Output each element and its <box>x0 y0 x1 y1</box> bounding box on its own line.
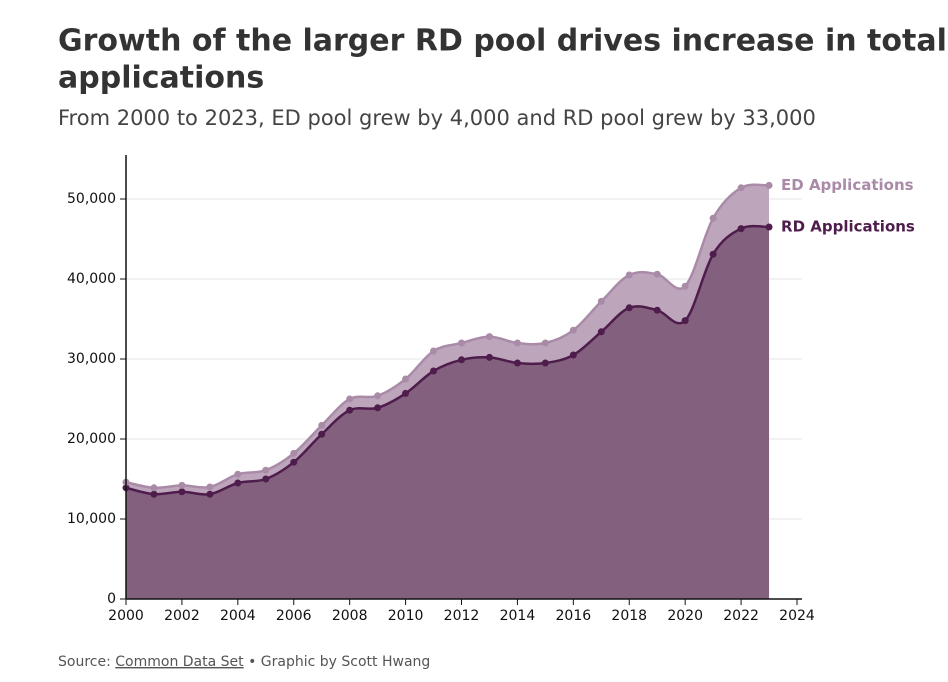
point <box>485 353 493 361</box>
x-tick-label: 2020 <box>667 608 703 624</box>
point <box>374 392 382 400</box>
point <box>318 430 326 438</box>
point <box>206 483 214 491</box>
point <box>541 339 549 347</box>
y-tick-label: 20,000 <box>67 431 116 447</box>
point <box>569 351 577 359</box>
y-tick-label: 50,000 <box>67 191 116 207</box>
point <box>318 421 326 429</box>
point <box>262 475 270 483</box>
x-tick-label: 2016 <box>556 608 592 624</box>
point <box>430 347 438 355</box>
source: Source: Common Data Set • Graphic by Sco… <box>58 654 430 670</box>
y-tick-label: 40,000 <box>67 271 116 287</box>
point <box>541 359 549 367</box>
point <box>150 484 158 492</box>
y-tick-label: 10,000 <box>67 511 116 527</box>
series-label: RD Applications <box>781 218 915 236</box>
point <box>569 326 577 334</box>
area <box>126 226 770 600</box>
point <box>290 449 298 457</box>
point <box>485 333 493 341</box>
point <box>430 367 438 375</box>
point <box>737 225 745 233</box>
point <box>513 339 521 347</box>
point <box>737 184 745 192</box>
point <box>402 375 410 383</box>
point <box>290 458 298 466</box>
point <box>206 490 214 498</box>
point <box>374 404 382 412</box>
point <box>402 389 410 397</box>
point <box>681 317 689 325</box>
y-tick-label: 30,000 <box>67 351 116 367</box>
x-tick-label: 2002 <box>164 608 200 624</box>
point <box>262 466 270 474</box>
x-tick-label: 2024 <box>779 608 815 624</box>
point <box>458 356 465 364</box>
point <box>765 181 773 189</box>
point <box>346 395 354 403</box>
point <box>458 339 465 347</box>
chart-title: Growth of the larger RD pool drives incr… <box>58 24 947 59</box>
source-label: Source: <box>58 654 111 670</box>
point <box>597 328 605 336</box>
point <box>765 223 773 231</box>
x-tick-label: 2008 <box>332 608 368 624</box>
point <box>653 270 661 278</box>
credit: • Graphic by Scott Hwang <box>248 654 430 670</box>
y-tick-label: 0 <box>107 591 116 607</box>
point <box>346 406 354 414</box>
point <box>178 481 186 489</box>
point <box>234 470 242 478</box>
chart-subtitle: From 2000 to 2023, ED pool grew by 4,000… <box>58 106 816 130</box>
point <box>513 359 521 367</box>
x-tick-label: 2010 <box>388 608 424 624</box>
point <box>681 282 689 290</box>
point <box>597 297 605 305</box>
point <box>653 306 661 314</box>
x-tick-label: 2004 <box>220 608 256 624</box>
point <box>709 250 717 258</box>
series-label: ED Applications <box>781 176 914 194</box>
x-tick-label: 2012 <box>444 608 480 624</box>
point <box>150 490 158 498</box>
point <box>178 488 186 496</box>
point <box>625 271 633 279</box>
x-tick-label: 2022 <box>723 608 759 624</box>
point <box>709 214 717 222</box>
x-tick-label: 2006 <box>276 608 312 624</box>
source-link[interactable]: Common Data Set <box>115 654 244 670</box>
point <box>234 479 242 487</box>
x-tick-label: 2018 <box>611 608 647 624</box>
chart-title: applications <box>58 61 264 96</box>
x-tick-label: 2000 <box>108 608 144 624</box>
point <box>625 304 633 312</box>
x-tick-label: 2014 <box>500 608 536 624</box>
